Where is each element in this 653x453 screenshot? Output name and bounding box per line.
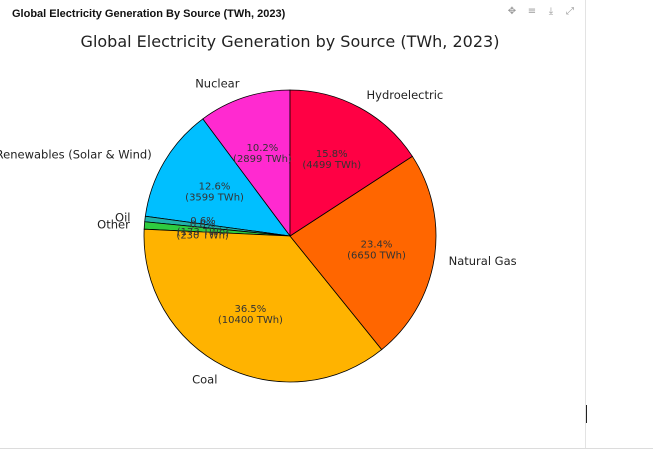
- slice-value-label-renewables-solar-wind: 12.6% (3599 TWh): [185, 181, 244, 203]
- pan-icon[interactable]: ✥: [507, 6, 517, 17]
- right-divider: [585, 0, 586, 448]
- slice-value-label-oil: 0.6% (173 TWh): [177, 216, 230, 238]
- slice-pct-coal: 36.5%: [235, 304, 267, 315]
- slice-label-renewables-solar-wind: Renewables (Solar & Wind): [0, 147, 152, 161]
- slice-pct-natural-gas: 23.4%: [361, 240, 393, 251]
- pie-slice-natural-gas: [289, 155, 437, 351]
- slice-value-label-nuclear: 10.2% (2899 TWh): [233, 143, 292, 165]
- slice-twh-natural-gas: (6650 TWh): [347, 251, 406, 262]
- slice-label-coal: Coal: [192, 372, 217, 386]
- download-icon[interactable]: ⤓: [548, 6, 554, 17]
- text-cursor: [586, 405, 587, 423]
- slice-label-other: Other: [97, 217, 130, 231]
- slice-value-label-hydroelectric: 15.8% (4499 TWh): [302, 149, 361, 171]
- pie-slice-nuclear: [202, 89, 291, 238]
- slice-value-label-coal: 36.5% (10400 TWh): [218, 304, 283, 326]
- slice-pct-oil: 0.6%: [190, 216, 215, 227]
- slice-twh-renewables-solar-wind: (3599 TWh): [185, 192, 244, 203]
- slice-pct-hydroelectric: 15.8%: [316, 149, 348, 160]
- collapse-icon[interactable]: ⤢: [566, 6, 574, 17]
- bottom-divider: [0, 448, 653, 449]
- chart-title: Global Electricity Generation by Source …: [81, 32, 500, 51]
- panel-header: Global Electricity Generation By Source …: [0, 0, 585, 26]
- pie-slice-hydroelectric: [289, 89, 413, 237]
- slice-label-nuclear: Nuclear: [195, 77, 240, 91]
- slice-pct-renewables-solar-wind: 12.6%: [199, 181, 231, 192]
- pie-slice-renewables-solar-wind: [144, 118, 291, 237]
- slice-twh-nuclear: (2899 TWh): [233, 154, 292, 165]
- slice-label-hydroelectric: Hydroelectric: [367, 88, 444, 102]
- pie-chart: Global Electricity Generation by Source …: [0, 32, 517, 386]
- slice-twh-other: (230 TWh): [176, 231, 229, 242]
- slice-twh-coal: (10400 TWh): [218, 315, 283, 326]
- pie-slice-coal: [143, 228, 383, 383]
- slice-value-label-natural-gas: 23.4% (6650 TWh): [347, 240, 406, 262]
- slice-pct-nuclear: 10.2%: [247, 143, 279, 154]
- slice-label-oil: Oil: [115, 210, 130, 224]
- slice-label-natural-gas: Natural Gas: [449, 254, 517, 268]
- slice-value-label-other: 0.8% (230 TWh): [176, 220, 229, 242]
- adjust-icon[interactable]: ≡: [527, 6, 537, 17]
- panel-title: Global Electricity Generation By Source …: [12, 8, 286, 20]
- slice-twh-hydroelectric: (4499 TWh): [302, 160, 361, 171]
- slice-twh-oil: (173 TWh): [177, 227, 230, 238]
- slice-pct-other: 0.8%: [190, 220, 215, 231]
